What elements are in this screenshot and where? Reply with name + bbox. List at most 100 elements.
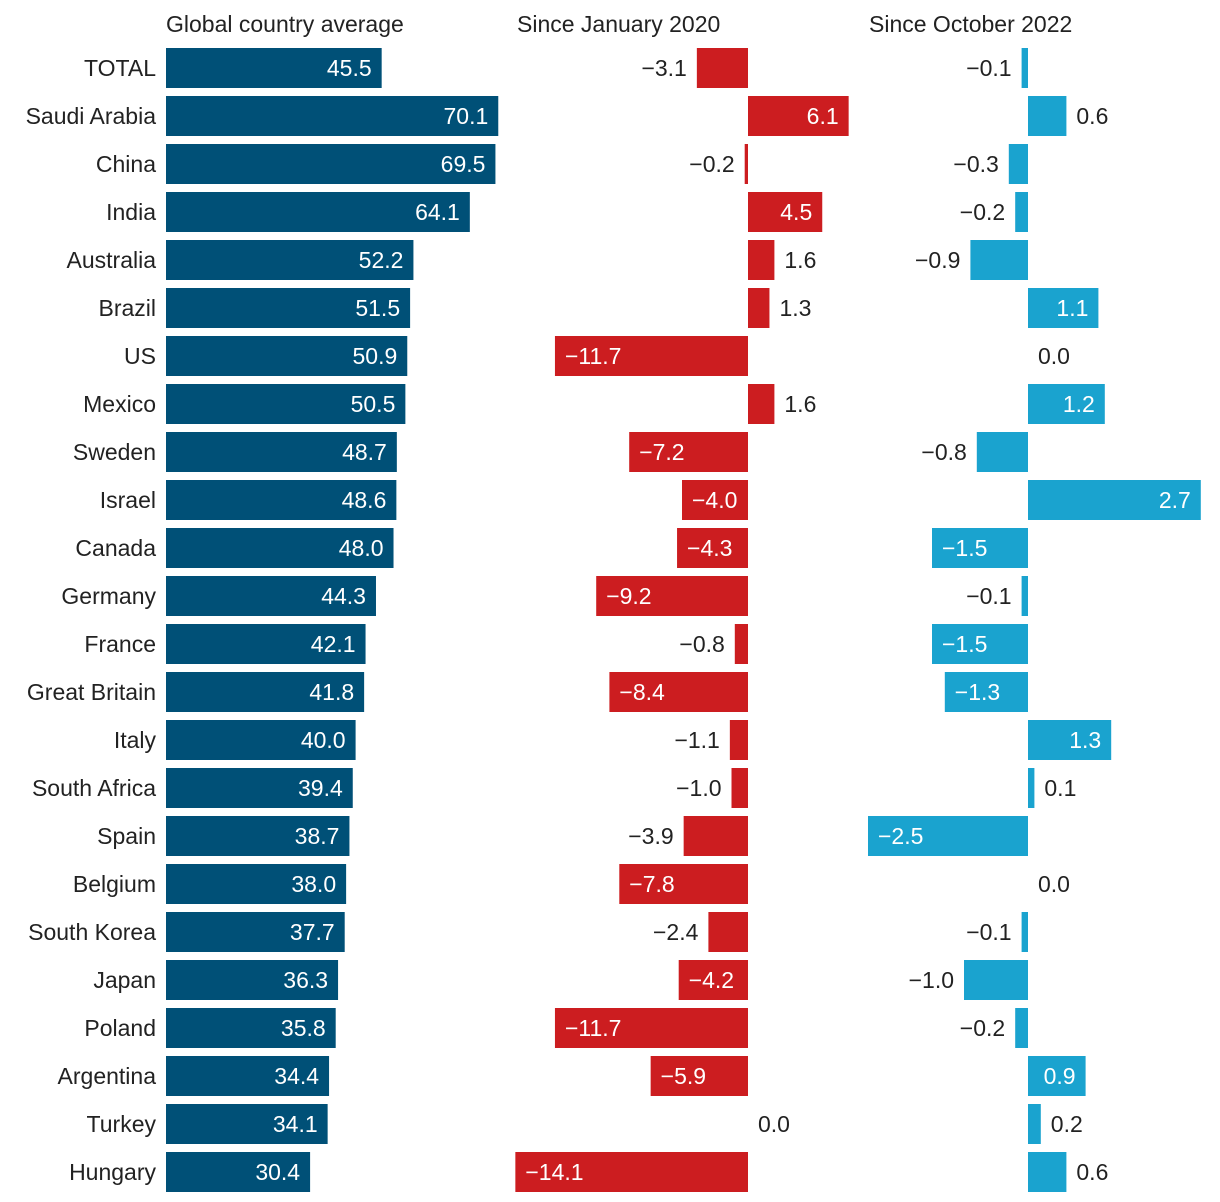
row-poland: Poland 35.8 −11.7 −0.2 bbox=[84, 1008, 1028, 1048]
oct2022-bar bbox=[932, 528, 1028, 568]
country-label: Australia bbox=[67, 247, 157, 273]
jan2020-bar bbox=[734, 624, 748, 664]
jan2020-value-label: −5.9 bbox=[661, 1063, 706, 1089]
global-average-bar bbox=[166, 1056, 330, 1096]
country-label: France bbox=[84, 631, 156, 657]
oct2022-value-label: 2.7 bbox=[1159, 487, 1191, 513]
jan2020-value-label: 1.6 bbox=[784, 391, 816, 417]
global-average-bar bbox=[166, 816, 350, 856]
oct2022-value-label: 0.6 bbox=[1076, 103, 1108, 129]
header-since-january-2020: Since January 2020 bbox=[517, 11, 720, 37]
global-average-bar bbox=[166, 192, 470, 232]
row-india: India 64.1 4.5 −0.2 bbox=[106, 192, 1028, 232]
row-australia: Australia 52.2 1.6 −0.9 bbox=[67, 240, 1028, 280]
global-average-value-label: 50.9 bbox=[353, 343, 398, 369]
global-average-value-label: 70.1 bbox=[444, 103, 489, 129]
global-average-value-label: 38.0 bbox=[291, 871, 336, 897]
oct2022-value-label: 1.2 bbox=[1063, 391, 1095, 417]
global-average-value-label: 48.0 bbox=[339, 535, 384, 561]
global-average-bar bbox=[166, 384, 406, 424]
oct2022-value-label: 0.0 bbox=[1038, 871, 1070, 897]
global-average-bar bbox=[166, 720, 356, 760]
oct2022-bar bbox=[964, 960, 1028, 1000]
oct2022-value-label: −1.5 bbox=[942, 631, 987, 657]
country-label: Mexico bbox=[83, 391, 156, 417]
oct2022-value-label: −0.1 bbox=[966, 919, 1011, 945]
oct2022-bar bbox=[1008, 144, 1028, 184]
jan2020-bar bbox=[748, 96, 849, 136]
global-average-value-label: 48.6 bbox=[342, 487, 387, 513]
country-label: TOTAL bbox=[84, 55, 156, 81]
jan2020-value-label: −4.3 bbox=[687, 535, 732, 561]
country-label: Hungary bbox=[69, 1159, 156, 1185]
oct2022-bar bbox=[976, 432, 1028, 472]
jan2020-value-label: −11.7 bbox=[565, 1015, 622, 1041]
row-japan: Japan 36.3 −4.2 −1.0 bbox=[93, 960, 1028, 1000]
jan2020-bar bbox=[748, 384, 775, 424]
global-average-value-label: 69.5 bbox=[441, 151, 486, 177]
jan2020-bar bbox=[708, 912, 748, 952]
oct2022-bar bbox=[1028, 720, 1112, 760]
jan2020-value-label: 1.6 bbox=[784, 247, 816, 273]
jan2020-value-label: −1.0 bbox=[676, 775, 721, 801]
global-average-value-label: 41.8 bbox=[309, 679, 354, 705]
oct2022-bar bbox=[1028, 480, 1201, 520]
global-average-value-label: 38.7 bbox=[295, 823, 340, 849]
header-since-october-2022: Since October 2022 bbox=[869, 11, 1072, 37]
jan2020-value-label: −3.1 bbox=[641, 55, 686, 81]
jan2020-value-label: 4.5 bbox=[780, 199, 812, 225]
oct2022-bar bbox=[1028, 1056, 1086, 1096]
jan2020-value-label: 6.1 bbox=[807, 103, 839, 129]
oct2022-value-label: 0.0 bbox=[1038, 343, 1070, 369]
global-average-bar bbox=[166, 144, 496, 184]
jan2020-value-label: −4.0 bbox=[692, 487, 737, 513]
oct2022-bar bbox=[1021, 576, 1028, 616]
jan2020-value-label: −9.2 bbox=[606, 583, 651, 609]
oct2022-value-label: −0.9 bbox=[915, 247, 960, 273]
global-average-value-label: 50.5 bbox=[351, 391, 396, 417]
oct2022-bar bbox=[1028, 1152, 1067, 1192]
oct2022-bar bbox=[1028, 288, 1099, 328]
country-label: Turkey bbox=[87, 1111, 157, 1137]
global-average-value-label: 39.4 bbox=[298, 775, 343, 801]
global-average-bar bbox=[166, 768, 353, 808]
global-average-value-label: 40.0 bbox=[301, 727, 346, 753]
country-label: Japan bbox=[93, 967, 156, 993]
row-israel: Israel 48.6 −4.0 2.7 bbox=[100, 480, 1201, 520]
jan2020-value-label: −2.4 bbox=[653, 919, 699, 945]
global-average-bar bbox=[166, 960, 339, 1000]
row-argentina: Argentina 34.4 −5.9 0.9 bbox=[58, 1056, 1086, 1096]
global-average-bar bbox=[166, 864, 347, 904]
global-average-value-label: 52.2 bbox=[359, 247, 404, 273]
global-average-bar bbox=[166, 48, 382, 88]
oct2022-value-label: 0.2 bbox=[1051, 1111, 1083, 1137]
global-average-bar bbox=[166, 1104, 328, 1144]
chart-rows: TOTAL 45.5 −3.1 −0.1 Saudi Arabia 70.1 6.1 0.6 C… bbox=[26, 48, 1201, 1192]
global-average-value-label: 51.5 bbox=[355, 295, 400, 321]
oct2022-value-label: 0.6 bbox=[1076, 1159, 1108, 1185]
global-average-bar bbox=[166, 288, 411, 328]
jan2020-bar bbox=[731, 768, 748, 808]
global-average-value-label: 45.5 bbox=[327, 55, 372, 81]
oct2022-bar bbox=[868, 816, 1028, 856]
global-average-value-label: 35.8 bbox=[281, 1015, 326, 1041]
jan2020-bar bbox=[748, 288, 770, 328]
jan2020-value-label: −1.1 bbox=[674, 727, 719, 753]
oct2022-bar bbox=[970, 240, 1028, 280]
jan2020-bar bbox=[650, 1056, 748, 1096]
country-label: India bbox=[106, 199, 156, 225]
country-label: Belgium bbox=[73, 871, 156, 897]
jan2020-bar bbox=[515, 1152, 748, 1192]
country-label: Germany bbox=[61, 583, 156, 609]
row-south-korea: South Korea 37.7 −2.4 −0.1 bbox=[28, 912, 1028, 952]
country-label: Sweden bbox=[73, 439, 156, 465]
global-average-value-label: 34.4 bbox=[274, 1063, 319, 1089]
oct2022-bar bbox=[1028, 768, 1035, 808]
row-belgium: Belgium 38.0 −7.8 0.0 bbox=[73, 864, 1070, 904]
global-average-bar bbox=[166, 240, 414, 280]
global-average-value-label: 30.4 bbox=[255, 1159, 300, 1185]
oct2022-value-label: −0.2 bbox=[960, 199, 1005, 225]
global-average-value-label: 44.3 bbox=[321, 583, 366, 609]
oct2022-value-label: −0.1 bbox=[966, 55, 1011, 81]
oct2022-value-label: −0.2 bbox=[960, 1015, 1005, 1041]
